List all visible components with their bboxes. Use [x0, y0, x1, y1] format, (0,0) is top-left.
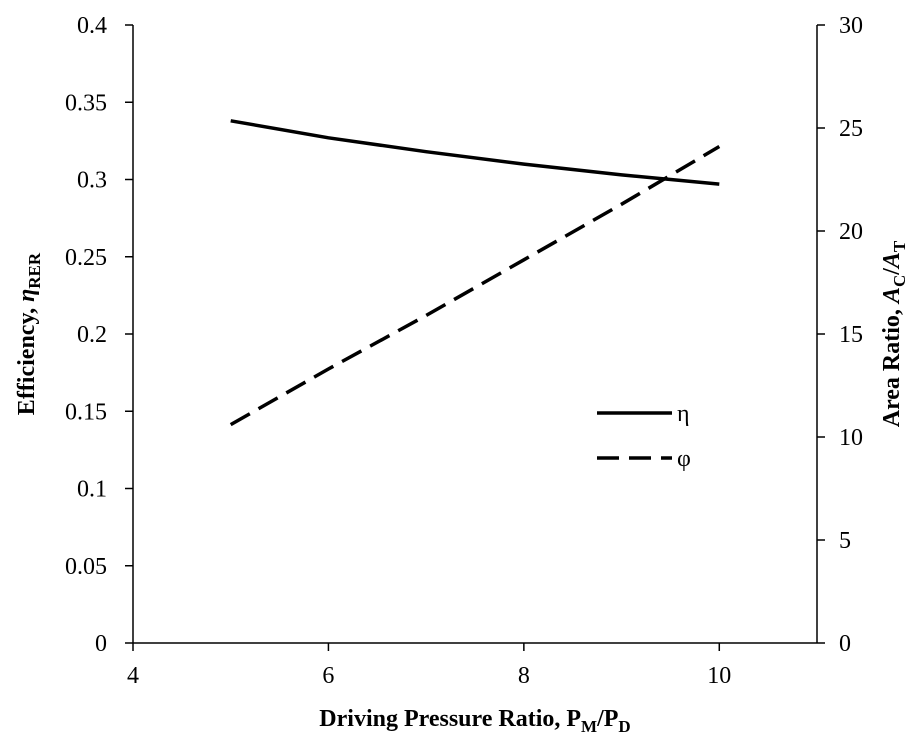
- series-eta-line: [230, 119, 720, 186]
- x-tick-label: 6: [322, 663, 334, 689]
- legend-label-eta: η: [677, 401, 690, 427]
- x-tick-label: 10: [707, 663, 731, 689]
- y-right-axis-title-slash: /: [879, 268, 905, 276]
- y-right-tick-label: 30: [839, 13, 863, 39]
- y-right-tick-label: 15: [839, 322, 863, 348]
- y-left-tick-label: 0.05: [65, 554, 107, 580]
- y-left-tick-label: 0.1: [77, 477, 107, 503]
- y-right-axis-title-sym2: A: [879, 252, 905, 270]
- x-axis-title-sub2: D: [618, 717, 630, 736]
- x-axis-title-main: Driving Pressure Ratio, P: [319, 706, 581, 732]
- y-right-axis-title-main: Area Ratio,: [879, 303, 905, 427]
- y-left-axis-title: Efficiency, ηRER: [14, 252, 44, 415]
- y-right-axis-title: Area Ratio, AC/AT: [879, 240, 909, 427]
- y-right-axis-ticks: 0 5 10 15 20 25 30: [817, 13, 863, 657]
- y-left-tick-label: 0.3: [77, 168, 107, 194]
- y-left-axis-title-symbol: η: [14, 289, 40, 302]
- y-left-tick-label: 0.35: [65, 90, 107, 116]
- y-left-tick-label: 0.2: [77, 322, 107, 348]
- y-right-tick-label: 25: [839, 116, 863, 142]
- y-left-tick-label: 0.25: [65, 245, 107, 271]
- series-layer: [229, 119, 721, 427]
- y-left-tick-label: 0.4: [77, 13, 107, 39]
- y-right-tick-label: 0: [839, 631, 851, 657]
- x-axis-title-mid: /P: [596, 706, 618, 732]
- x-axis-title-sub1: M: [581, 717, 597, 736]
- y-left-axis-ticks: 0 0.05 0.1 0.15 0.2 0.25 0.3 0.35 0.4: [65, 13, 133, 657]
- x-tick-label: 8: [518, 663, 530, 689]
- y-right-axis-title-sub2: T: [890, 240, 909, 252]
- y-right-axis-title-sub1: C: [890, 275, 909, 287]
- y-left-axis-title-sub: RER: [25, 252, 44, 289]
- y-left-axis-title-main: Efficiency,: [14, 302, 40, 415]
- y-left-tick-label: 0.15: [65, 399, 107, 425]
- x-tick-label: 4: [127, 663, 139, 689]
- y-right-axis-title-sym1: A: [879, 287, 905, 305]
- y-right-tick-label: 5: [839, 528, 851, 554]
- legend: η φ: [597, 401, 691, 472]
- x-axis-title: Driving Pressure Ratio, PM/PD: [319, 706, 630, 736]
- plot-frame: [132, 25, 818, 644]
- y-right-tick-label: 20: [839, 219, 863, 245]
- y-right-tick-label: 10: [839, 425, 863, 451]
- y-left-tick-label: 0: [95, 631, 107, 657]
- x-axis-ticks: 4 6 8 10: [127, 643, 731, 689]
- legend-label-phi: φ: [677, 446, 691, 472]
- series-phi-line: [229, 144, 721, 427]
